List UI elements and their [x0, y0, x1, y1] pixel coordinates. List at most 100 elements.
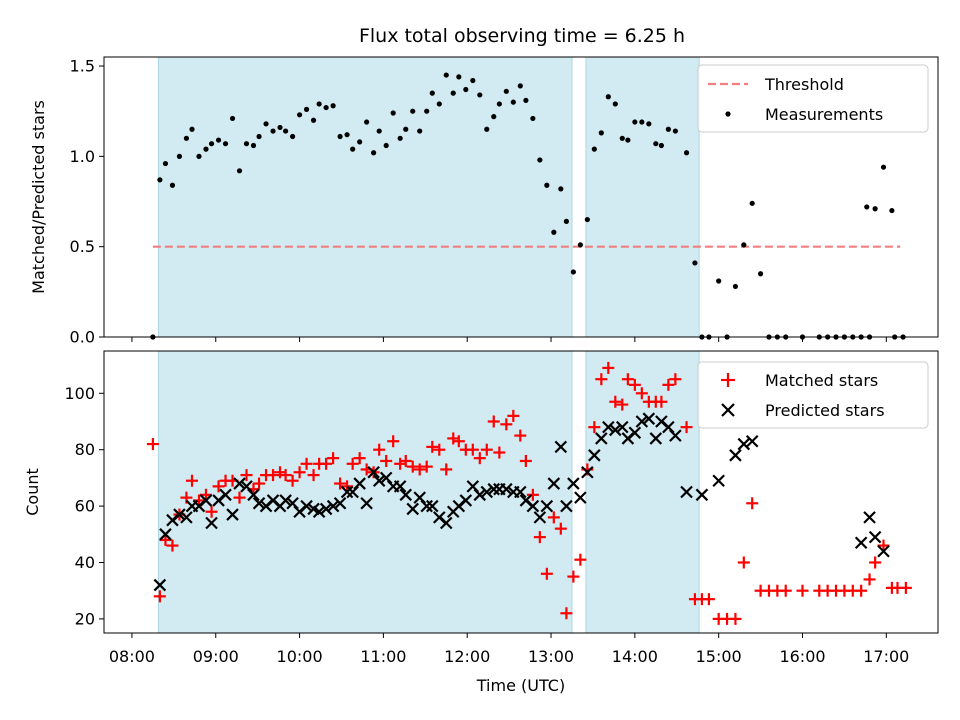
measurement-point [376, 128, 382, 134]
measurement-point [577, 242, 583, 248]
predicted-star-point [279, 494, 292, 507]
predicted-star-point [252, 497, 266, 510]
measurement-point [605, 94, 611, 100]
predicted-star-point [635, 415, 649, 428]
measurement-point [517, 83, 523, 89]
predicted-star-point [247, 488, 260, 502]
measurement-point [277, 124, 283, 131]
measurement-point [570, 269, 576, 275]
predicted-star-point [712, 474, 725, 487]
matched-star-point [433, 443, 446, 456]
matched-star-point [702, 593, 715, 606]
predicted-star-point [399, 488, 413, 502]
measurement-point [496, 101, 502, 107]
matched-star-point [680, 421, 693, 434]
measurement-point [364, 119, 370, 125]
y-tick-label: 20 [75, 609, 95, 628]
predicted-star-point [372, 474, 386, 487]
predicted-star-point [554, 440, 568, 454]
measurement-point [510, 99, 516, 105]
legend-matched-label: Matched stars [765, 371, 878, 390]
x-tick-label: 11:00 [360, 647, 406, 666]
x-tick-label: 17:00 [863, 647, 909, 666]
y-tick-label: 100 [64, 384, 95, 403]
x-tick-label: 15:00 [696, 647, 742, 666]
matched-star-point [212, 480, 225, 493]
bottom-legend: Matched stars Predicted stars [697, 361, 929, 429]
predicted-star-point [226, 508, 239, 521]
matched-star-point [199, 488, 212, 501]
measurement-point [450, 90, 456, 96]
matched-star-point [146, 438, 159, 451]
predicted-star-point [473, 488, 487, 502]
x-axis-label: Time (UTC) [476, 676, 565, 695]
predicted-star-point [547, 477, 561, 490]
observing-window [585, 56, 700, 338]
predicted-star-point [199, 494, 213, 507]
matched-star-point [387, 435, 400, 448]
matched-star-point [899, 581, 912, 594]
predicted-star-point [602, 420, 615, 434]
matched-star-point [192, 494, 205, 507]
top-legend: Threshold Measurements [697, 64, 929, 133]
matched-star-point [729, 612, 742, 625]
x-tick-label: 09:00 [193, 647, 239, 666]
measurement-point [208, 141, 215, 147]
x-tick-label: 13:00 [528, 647, 574, 666]
matched-star-point [737, 556, 750, 569]
measurement-point [256, 133, 262, 140]
measurement-point [222, 141, 229, 147]
predicted-star-point [300, 499, 313, 513]
measurement-point [410, 108, 416, 114]
matched-star-point [159, 533, 172, 546]
measurement-point [477, 92, 483, 98]
matched-star-point [166, 539, 179, 552]
matched-star-point [869, 556, 882, 569]
measurement-point [289, 133, 296, 140]
chart-title: Flux total observing time = 6.25 h [359, 25, 685, 47]
matched-star-point [863, 573, 876, 586]
bottom-y-axis-label: Count [23, 468, 42, 516]
predicted-star-point [609, 423, 622, 437]
measurement-point [632, 119, 638, 125]
predicted-star-point [367, 465, 380, 479]
measurement-point [323, 104, 329, 111]
measurement-point [584, 216, 590, 223]
measurement-point [310, 117, 317, 123]
predicted-star-point [854, 536, 868, 550]
measurement-point [491, 114, 497, 120]
measurement-point [612, 101, 618, 107]
measurement-point [503, 88, 509, 94]
measurement-point [229, 115, 236, 122]
predicted-star-point [219, 488, 232, 502]
matched-star-point [394, 457, 407, 470]
matched-star-point [493, 446, 506, 459]
predicted-star-point [173, 508, 186, 521]
predicted-star-point [420, 499, 433, 513]
matched-star-point [616, 398, 629, 411]
measurement-point [330, 103, 336, 109]
matched-star-point [153, 590, 166, 603]
measurement-point [537, 157, 543, 163]
matched-star-point [373, 443, 386, 456]
predicted-star-point [500, 482, 513, 496]
measurement-point [436, 101, 442, 107]
measurement-point [563, 218, 570, 224]
measurement-point [864, 204, 870, 210]
matched-star-point [588, 421, 601, 434]
legend-matched-swatch [721, 373, 735, 387]
matched-star-point [293, 466, 306, 479]
matched-star-point [341, 480, 354, 493]
predicted-star-point [669, 429, 682, 442]
matched-star-point [205, 505, 218, 518]
matched-star-point [655, 395, 668, 408]
predicted-star-point [159, 528, 172, 541]
matched-star-point [500, 418, 513, 431]
predicted-star-point [540, 499, 554, 513]
matched-star-point [609, 395, 622, 408]
predicted-star-point [393, 480, 407, 493]
measurement-point [176, 153, 183, 159]
measurement-point [417, 128, 423, 134]
measurement-point [236, 168, 243, 174]
